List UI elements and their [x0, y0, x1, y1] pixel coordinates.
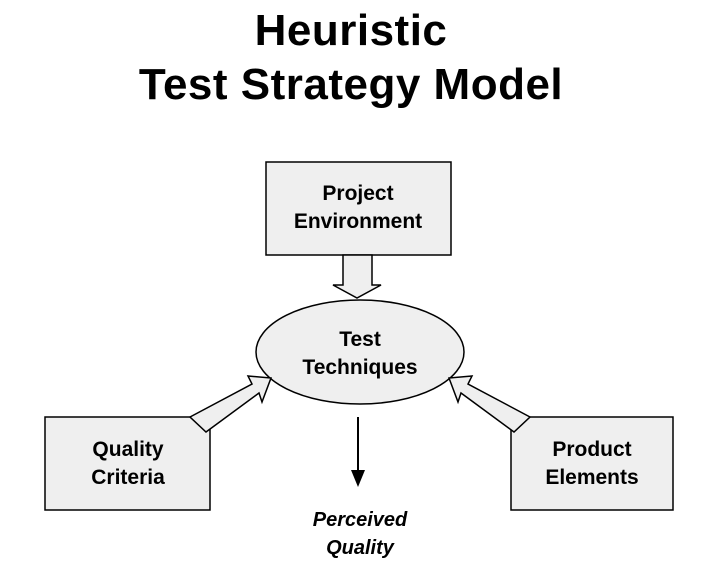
quality-criteria-label-2: Criteria [91, 466, 165, 489]
project-environment-label-1: Project [322, 182, 393, 205]
product-elements-box [510, 416, 674, 511]
test-techniques-label-2: Techniques [302, 356, 417, 379]
quality-criteria-box [44, 416, 211, 511]
title-line-2: Test Strategy Model [138, 60, 564, 109]
project-environment-label-2: Environment [294, 210, 422, 233]
arrow-techniques-to-quality-head [351, 470, 365, 487]
title-line-1: Heuristic [254, 6, 448, 55]
perceived-quality-label-1: Perceived [313, 509, 408, 531]
arrow-quality-to-techniques [188, 375, 273, 433]
perceived-quality-label-2: Quality [326, 537, 395, 559]
quality-criteria-label-1: Quality [92, 438, 164, 461]
test-techniques-label-1: Test [339, 328, 381, 351]
arrow-project-to-techniques [332, 254, 382, 299]
test-techniques-ellipse [255, 299, 465, 405]
project-environment-box [265, 161, 452, 256]
arrow-product-to-techniques [447, 375, 532, 433]
product-elements-label-2: Elements [545, 466, 638, 489]
product-elements-label-1: Product [552, 438, 631, 461]
